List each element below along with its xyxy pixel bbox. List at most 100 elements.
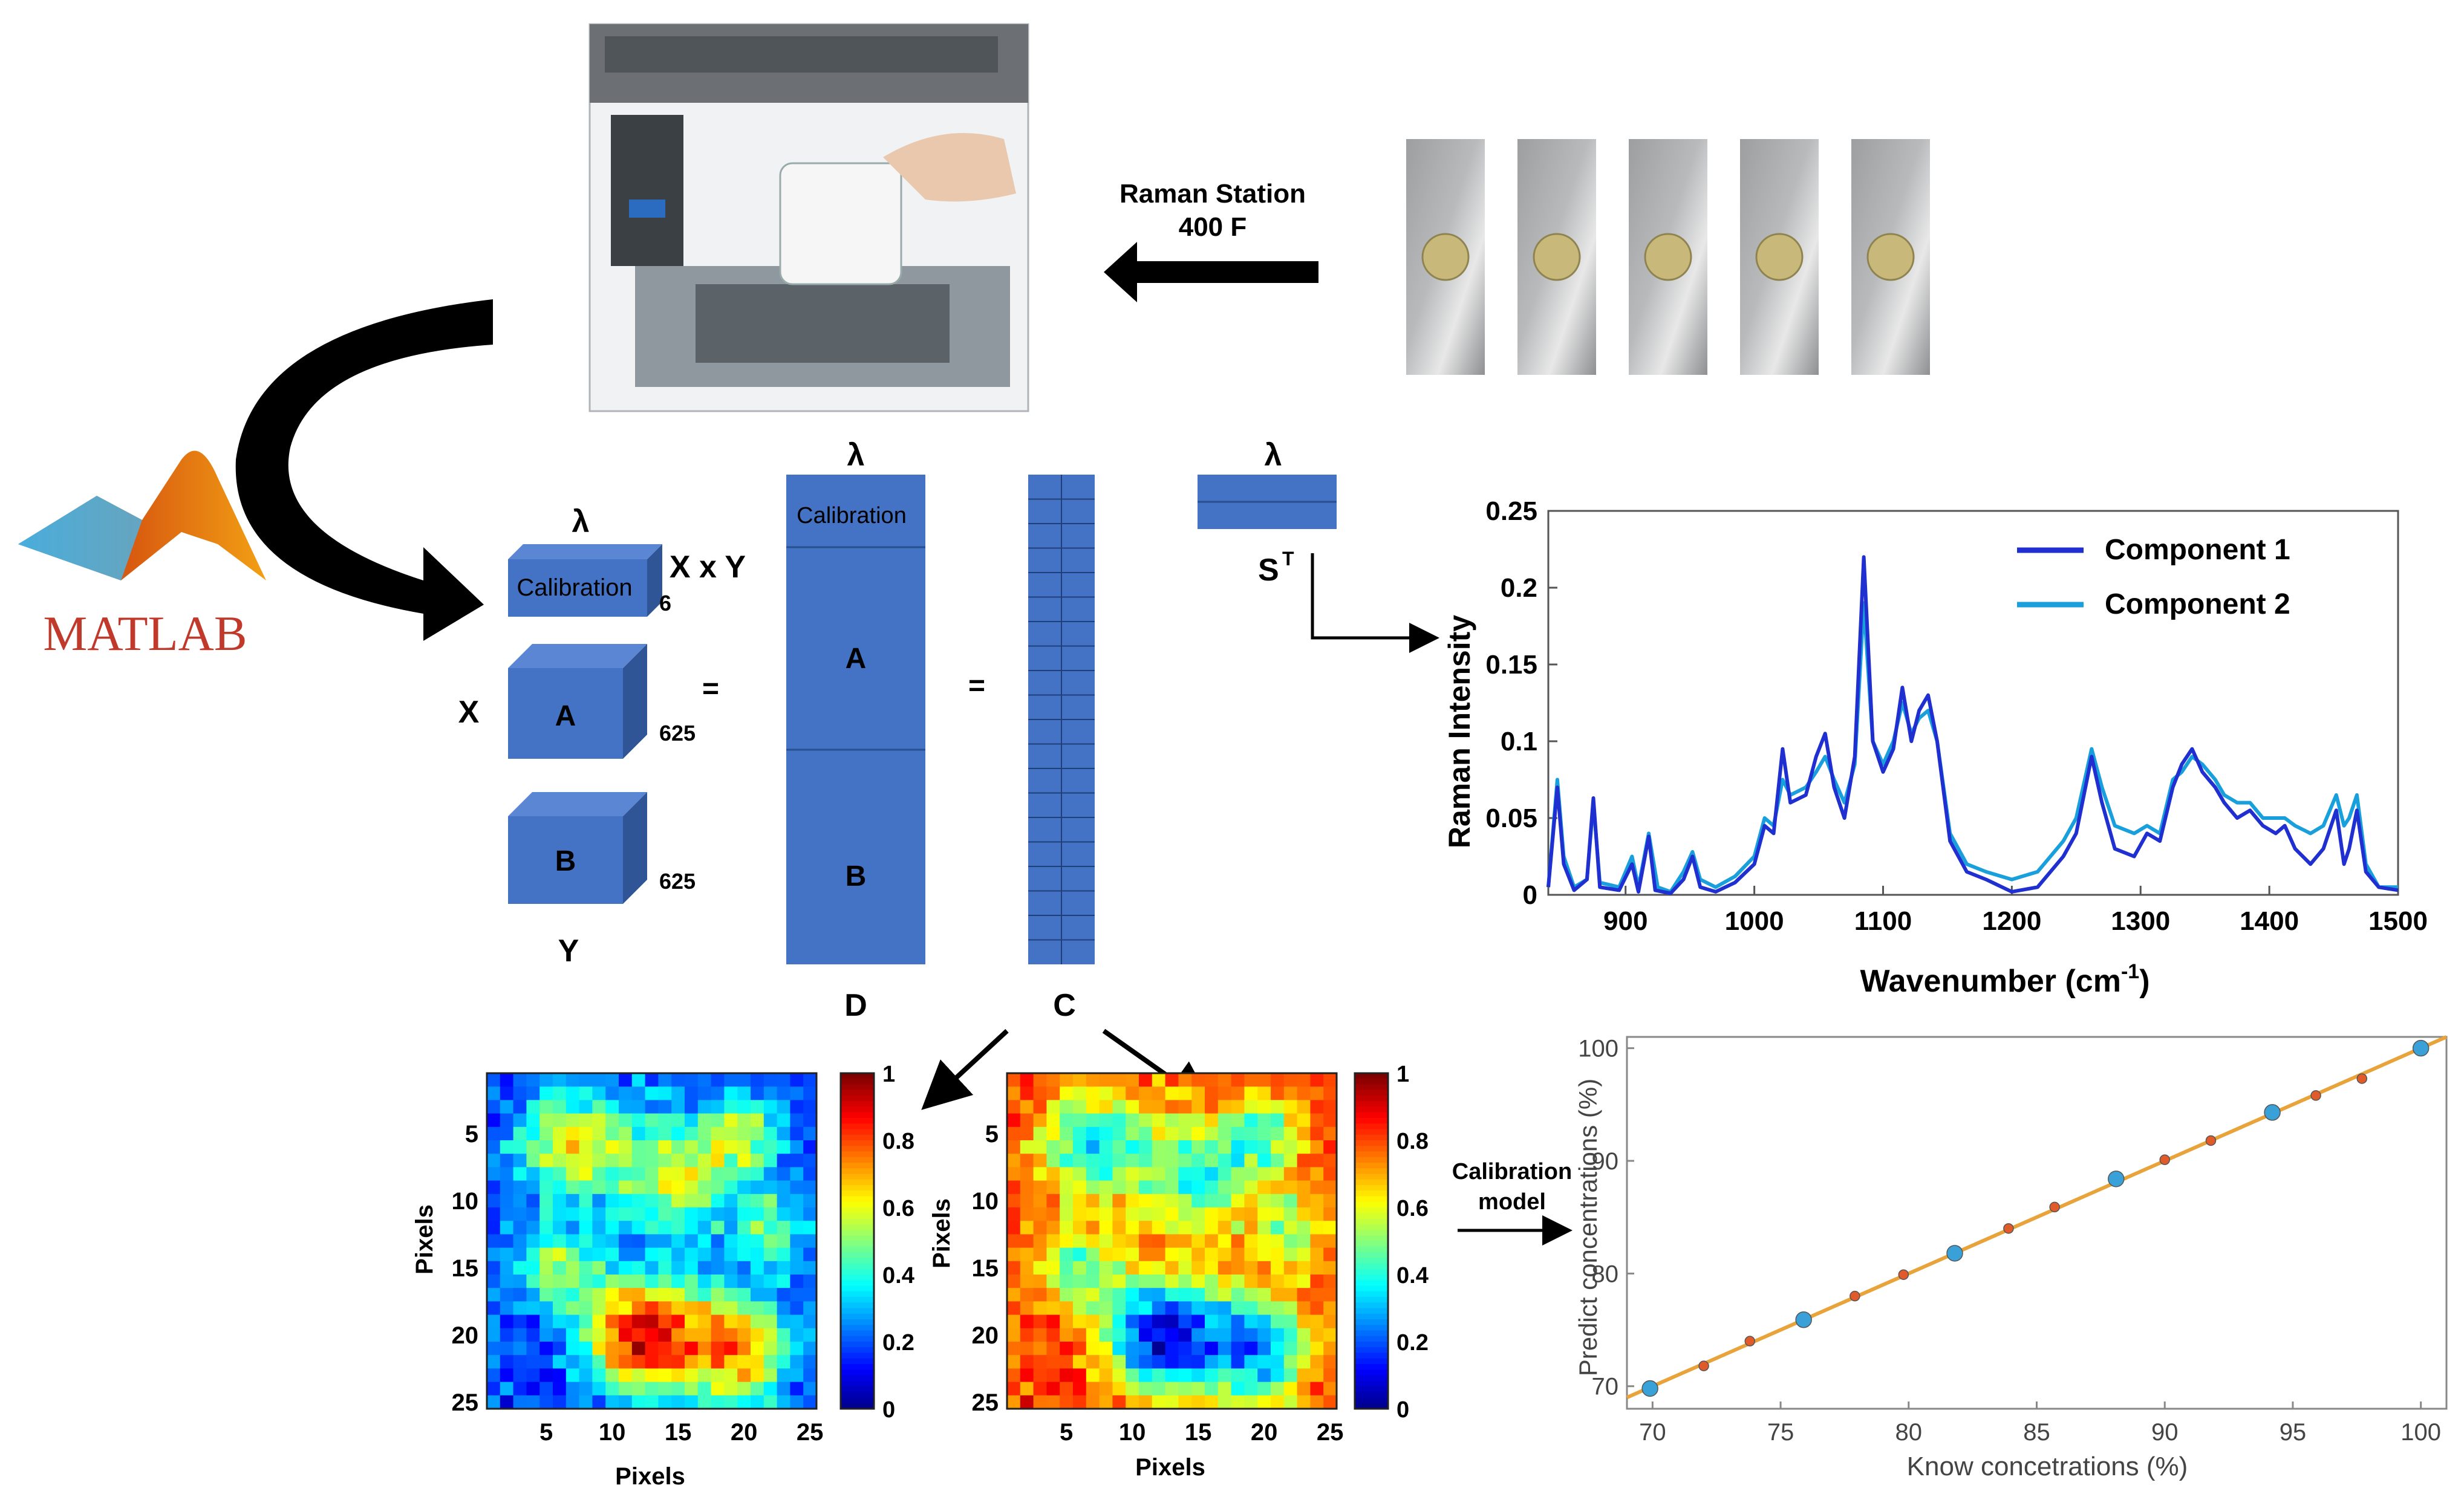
map-pixel [500,1328,514,1342]
map-pixel [539,1167,553,1181]
map-pixel [526,1086,540,1100]
map-pixel [803,1261,817,1275]
map-pixel [500,1100,514,1114]
colorbar-segment [1355,1302,1388,1309]
matrix-s-superscript: T [1282,548,1294,570]
matrix-d-lambda: λ [847,438,865,473]
colorbar-segment [1355,1207,1388,1214]
colorbar-segment [841,1268,874,1275]
map-pixel [1046,1234,1060,1249]
map-pixel [1217,1113,1232,1128]
map-pixel [1231,1113,1245,1128]
map-pixel [1073,1395,1087,1409]
map-pixel [487,1288,501,1302]
map-pixel [487,1154,501,1168]
map-pixel [1099,1301,1113,1316]
map-pixel [751,1328,764,1342]
colorbar-segment [1355,1168,1388,1175]
map-pixel [1257,1100,1271,1114]
map-pixel [697,1154,712,1168]
map-pixel [1310,1207,1324,1221]
map-pixel [1099,1113,1113,1128]
colorbar-segment [1355,1252,1388,1259]
map-pixel [1178,1368,1192,1383]
colorbar-segment [841,1291,874,1298]
map-pixel [1244,1154,1258,1168]
map-pixel [1165,1086,1179,1100]
map-pixel [592,1382,606,1396]
map-pixel [803,1288,817,1302]
map-pixel [737,1355,751,1369]
map-pixel [631,1154,646,1168]
colorbar-segment [841,1358,874,1365]
map-pixel [579,1180,593,1195]
colorbar-segment [1355,1230,1388,1236]
map-pixel [1257,1140,1271,1154]
map-pixel [1165,1221,1179,1235]
map-pixel [751,1140,764,1154]
map-pixel [737,1234,751,1249]
map-pixel [658,1100,672,1114]
map-ytick: 15 [972,1255,999,1282]
map-pixel [1323,1140,1337,1154]
map-pixel [592,1086,606,1100]
map-pixel [658,1288,672,1302]
map-pixel [777,1395,790,1409]
map-pixel [1126,1221,1139,1235]
map-pixel [1271,1301,1285,1316]
colorbar-segment [841,1134,874,1141]
map-pixel [526,1301,540,1316]
sample-strip [1406,139,1485,375]
map-pixel [487,1100,501,1114]
map-pixel [685,1221,699,1235]
map-pixel [1152,1154,1166,1168]
map-pixel [565,1314,580,1329]
map-pixel [605,1113,619,1128]
map-pixel [697,1261,712,1275]
map-pixel [1165,1368,1179,1383]
map-pixel [1099,1261,1113,1275]
map-pixel [763,1261,778,1275]
map-pixel [1073,1342,1087,1356]
map-pixel [1217,1355,1232,1369]
map-pixel [1231,1368,1245,1383]
map-pixel [1191,1140,1205,1154]
map-pixel [565,1395,580,1409]
colorbar-segment [841,1112,874,1119]
map-pixel [1165,1180,1179,1195]
map-pixel [1060,1221,1074,1235]
map-pixel [1007,1314,1021,1329]
map-pixel [790,1328,804,1342]
colorbar-segment [841,1218,874,1225]
map-pixel [645,1194,659,1208]
map-pixel [697,1113,712,1128]
map-pixel [1257,1221,1271,1235]
map-pixel [658,1154,672,1168]
map-pixel [1217,1154,1232,1168]
map-pixel [1086,1100,1100,1114]
map-pixel [1073,1207,1087,1221]
map-pixel [1020,1221,1034,1235]
spectrum-xtick: 1000 [1725,906,1784,936]
map-pixel [1139,1140,1153,1154]
map-pixel [1231,1247,1245,1262]
map-pixel [513,1301,527,1316]
map-pixel [1297,1342,1311,1356]
map-pixel [1271,1167,1285,1181]
map-pixel [1244,1180,1258,1195]
map-pixel [1244,1395,1258,1409]
map-pixel [1271,1100,1285,1114]
map-pixel [1310,1342,1324,1356]
map-pixel [658,1368,672,1383]
map-pixel [605,1261,619,1275]
map-pixel [724,1194,738,1208]
map-pixel [777,1073,790,1087]
map-pixel [1020,1113,1034,1128]
map-pixel [697,1395,712,1409]
map-pixel [1205,1154,1219,1168]
colorbar-segment [841,1190,874,1197]
map-pixel [711,1100,725,1114]
map-pixel [1205,1180,1219,1195]
map-pixel [1191,1314,1205,1329]
map-pixel [1283,1395,1298,1409]
